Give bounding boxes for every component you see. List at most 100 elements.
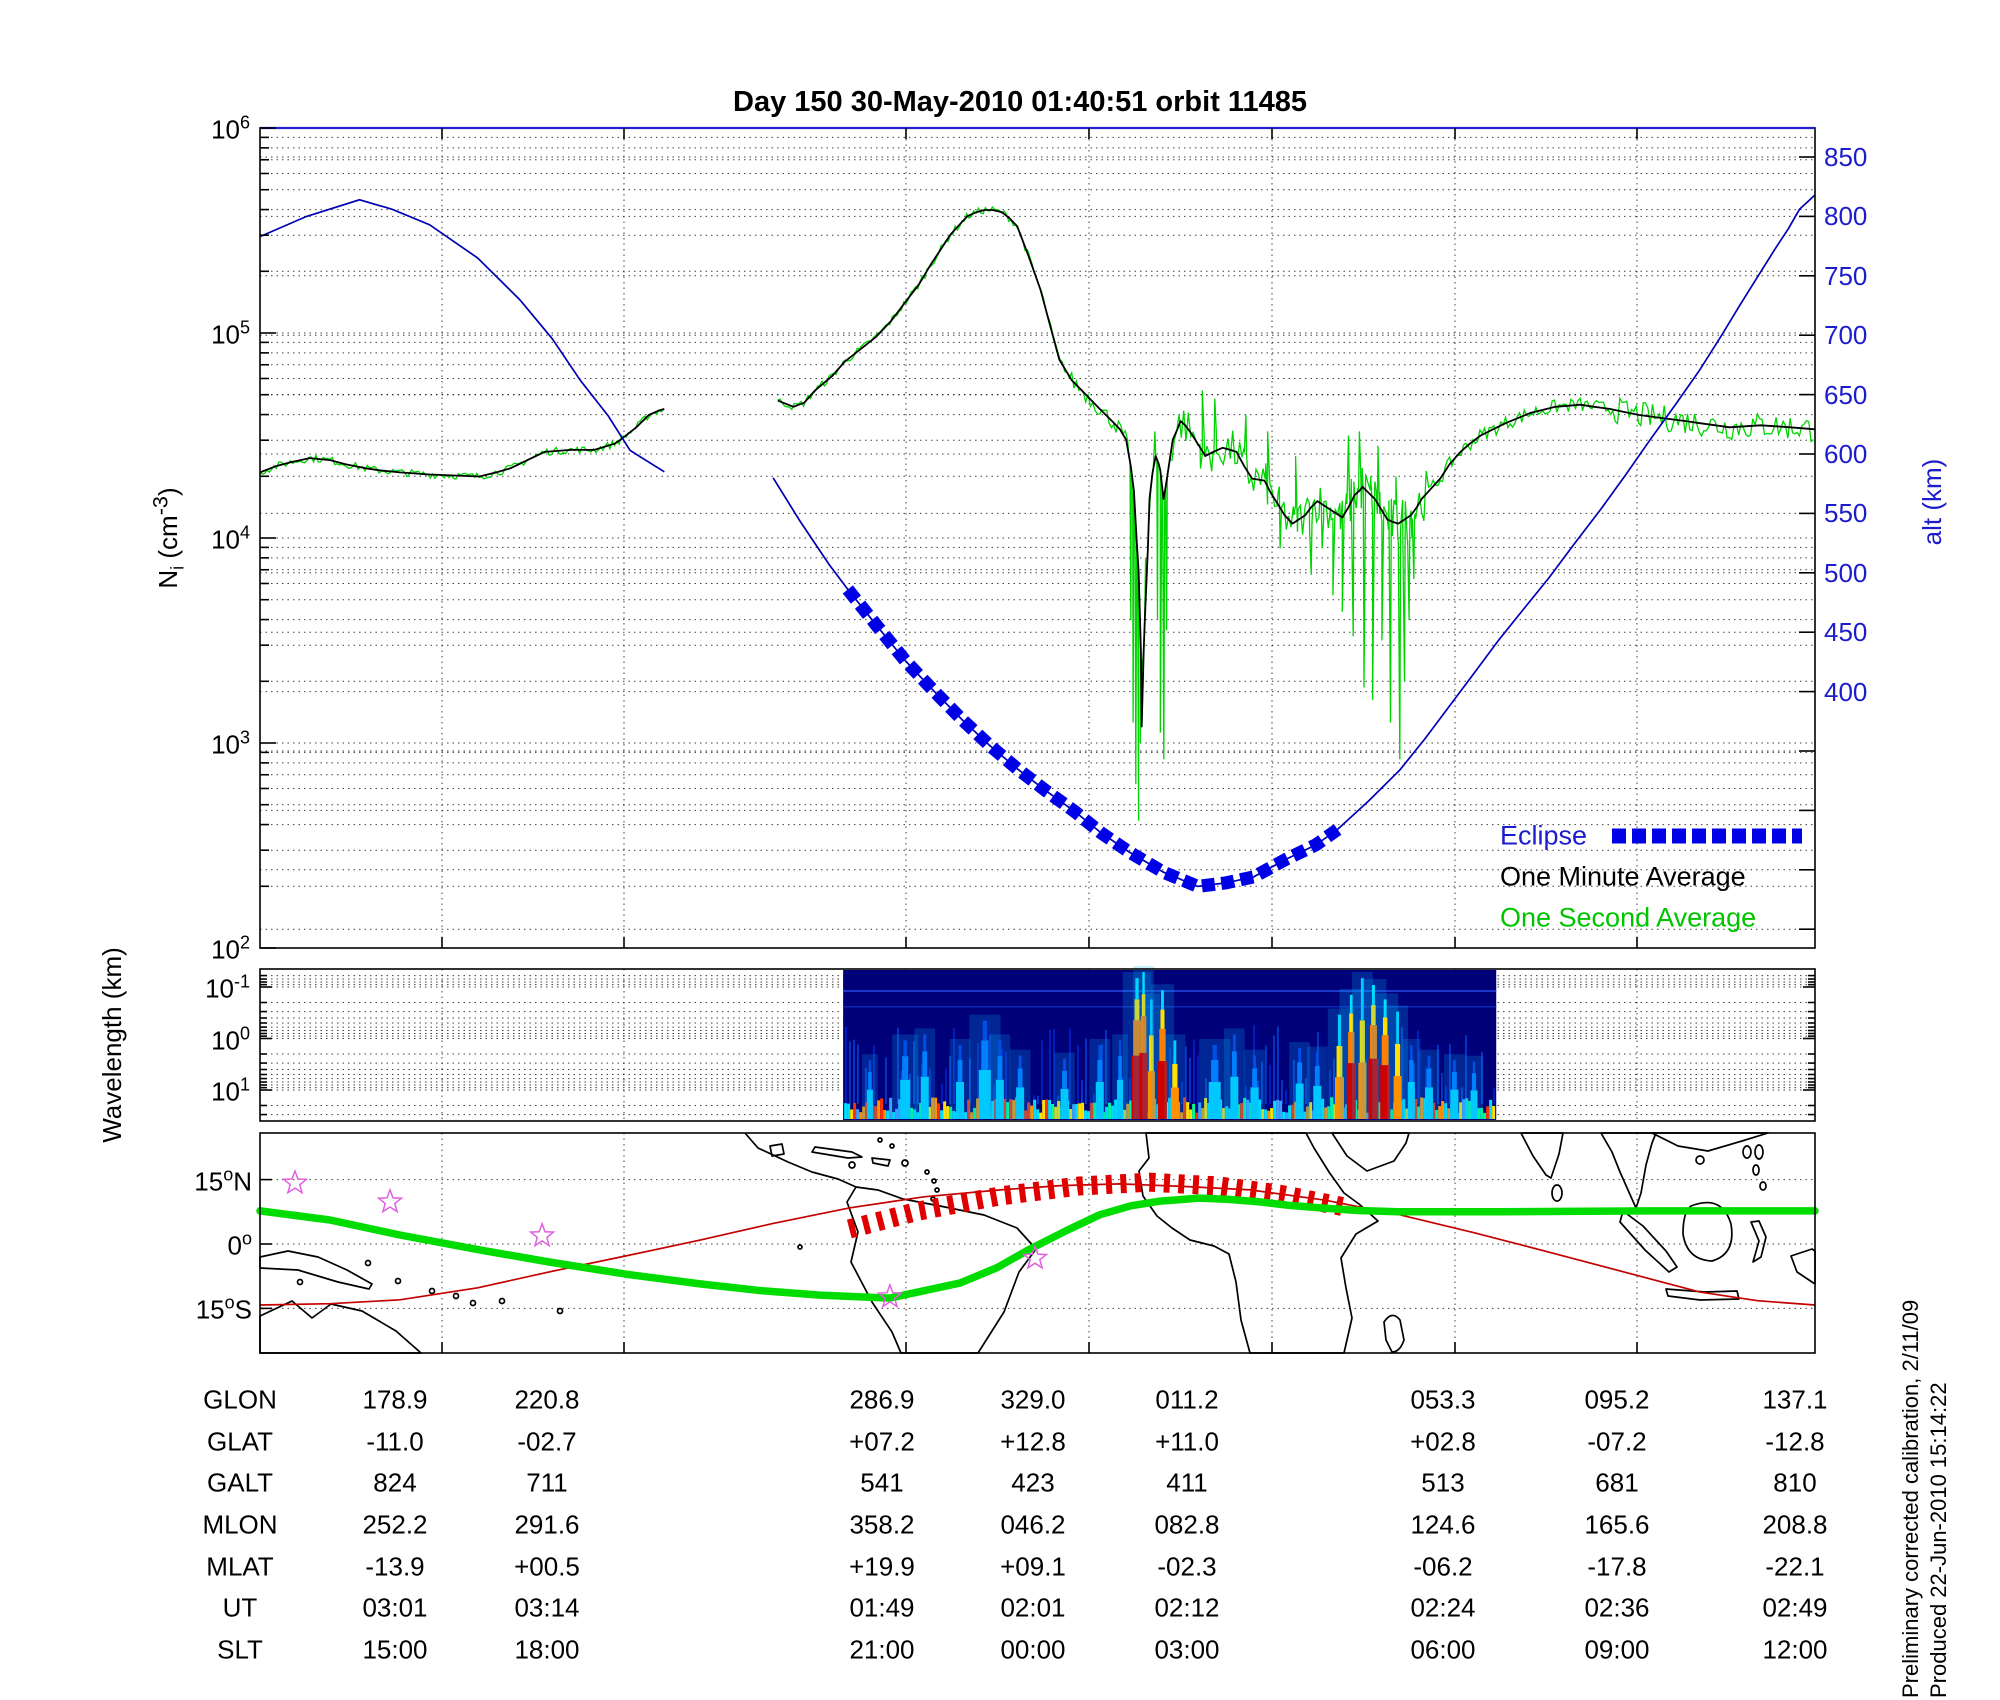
- ni-tick-label: 102: [211, 932, 250, 965]
- latitude-tick-label: 15oS: [195, 1293, 252, 1325]
- table-cell: 082.8: [1154, 1509, 1220, 1540]
- table-cell: 011.2: [1155, 1384, 1219, 1415]
- table-cell: 124.6: [1410, 1509, 1476, 1540]
- row-label: MLAT: [206, 1551, 274, 1582]
- table-cell: 02:36: [1584, 1592, 1650, 1623]
- table-cell: 03:14: [514, 1592, 580, 1623]
- table-cell: 00:00: [1000, 1634, 1066, 1665]
- table-cell: 02:01: [1000, 1592, 1066, 1623]
- alt-tick-label: 500: [1824, 557, 1868, 588]
- wavelength-tick-label: 101: [211, 1074, 250, 1107]
- table-cell: 01:49: [849, 1592, 915, 1623]
- table-cell: +09.1: [1000, 1551, 1066, 1582]
- table-cell: 541: [860, 1467, 904, 1498]
- table-cell: 21:00: [849, 1634, 915, 1665]
- alt-tick-label: 750: [1824, 260, 1868, 291]
- table-cell: 03:00: [1154, 1634, 1220, 1665]
- alt-tick-label: 850: [1824, 142, 1868, 172]
- table-cell: -22.1: [1765, 1551, 1825, 1582]
- table-cell: 220.8: [514, 1384, 580, 1415]
- table-cell: -06.2: [1413, 1551, 1473, 1582]
- table-cell: -13.9: [365, 1551, 425, 1582]
- table-cell: +11.0: [1155, 1426, 1219, 1457]
- row-label: UT: [222, 1592, 258, 1623]
- alt-tick-label: 400: [1824, 676, 1868, 707]
- alt-tick-label: 800: [1824, 201, 1868, 232]
- table-cell: 09:00: [1584, 1634, 1650, 1665]
- table-cell: 12:00: [1762, 1634, 1828, 1665]
- row-label: GLON: [203, 1384, 277, 1415]
- side-note-calibration: Preliminary corrected calibration, 2/11/…: [1898, 1299, 1923, 1698]
- table-cell: +12.8: [1000, 1426, 1066, 1457]
- table-cell: 02:24: [1410, 1592, 1476, 1623]
- gridlines: [260, 127, 1815, 1353]
- table-cell: -07.2: [1587, 1426, 1647, 1457]
- table-cell: 06:00: [1410, 1634, 1476, 1665]
- table-cell: 15:00: [362, 1634, 428, 1665]
- table-cell: 824: [373, 1467, 417, 1498]
- table-cell: 423: [1011, 1467, 1055, 1498]
- table-cell: +19.9: [849, 1551, 915, 1582]
- table-cell: 358.2: [849, 1509, 915, 1540]
- panel-borders: [259, 126, 1816, 1354]
- table-cell: 095.2: [1584, 1384, 1650, 1415]
- row-label: MLON: [202, 1509, 278, 1540]
- row-label: GLAT: [207, 1426, 273, 1457]
- wavelength-tick-label: 100: [211, 1023, 250, 1055]
- row-label: SLT: [217, 1634, 263, 1665]
- table-cell: 02:12: [1154, 1592, 1220, 1623]
- latitude-tick-label: 0o: [227, 1228, 252, 1261]
- table-cell: -11.0: [366, 1426, 424, 1457]
- ni-tick-label: 104: [211, 522, 250, 555]
- legend-one-second: One Second Average: [1500, 902, 1757, 933]
- wavelength-axis-label: Wavelength (km): [97, 947, 127, 1143]
- table-cell: 03:01: [362, 1592, 428, 1623]
- table-cell: 252.2: [362, 1509, 428, 1540]
- table-cell: 046.2: [1000, 1509, 1066, 1540]
- table-cell: 165.6: [1584, 1509, 1650, 1540]
- alt-axis-label: alt (km): [1917, 458, 1947, 546]
- table-cell: -02.3: [1157, 1551, 1217, 1582]
- satellite-tracks: [256, 1168, 1819, 1309]
- table-cell: 178.9: [362, 1384, 428, 1415]
- table-cell: 02:49: [1762, 1592, 1828, 1623]
- table-cell: 291.6: [514, 1509, 580, 1540]
- table-cell: 053.3: [1410, 1384, 1476, 1415]
- row-label: GALT: [207, 1467, 273, 1498]
- legend-one-minute: One Minute Average: [1500, 861, 1746, 892]
- table-cell: 286.9: [849, 1384, 915, 1415]
- table-cell: +02.8: [1410, 1426, 1476, 1457]
- ni-axis-label: Ni (cm-3): [147, 487, 188, 589]
- table-cell: +07.2: [849, 1426, 915, 1457]
- table-cell: 513: [1421, 1467, 1465, 1498]
- wavelength-tick-label: 10-1: [205, 971, 250, 1004]
- table-cell: -17.8: [1587, 1551, 1647, 1582]
- table-cell: 681: [1595, 1467, 1639, 1498]
- side-note-produced: Produced 22-Jun-2010 15:14:22: [1926, 1382, 1951, 1698]
- table-cell: 329.0: [1000, 1384, 1066, 1415]
- table-cell: -12.8: [1765, 1426, 1825, 1457]
- legend-eclipse: Eclipse: [1500, 820, 1588, 851]
- table-cell: 137.1: [1762, 1384, 1828, 1415]
- wavelength-spectrogram: [843, 966, 1497, 1120]
- latitude-tick-label: 15oN: [194, 1164, 252, 1196]
- ni-tick-label: 105: [211, 317, 250, 350]
- ni-tick-label: 106: [211, 112, 250, 145]
- table-cell: +00.5: [514, 1551, 580, 1582]
- alt-tick-label: 550: [1824, 498, 1868, 529]
- table-cell: 18:00: [514, 1634, 580, 1665]
- table-cell: 711: [526, 1467, 568, 1498]
- table-cell: -02.7: [517, 1426, 577, 1457]
- page-title: Day 150 30-May-2010 01:40:51 orbit 11485: [733, 86, 1307, 118]
- table-cell: 810: [1773, 1467, 1817, 1498]
- alt-tick-label: 650: [1824, 379, 1868, 410]
- alt-tick-label: 600: [1824, 439, 1868, 469]
- alt-tick-label: 700: [1824, 320, 1868, 351]
- world-map: [256, 1132, 1819, 1354]
- density-altitude-curves: [259, 194, 1816, 894]
- ni-tick-label: 103: [211, 727, 250, 760]
- alt-tick-label: 450: [1824, 617, 1868, 648]
- table-cell: 411: [1166, 1467, 1208, 1498]
